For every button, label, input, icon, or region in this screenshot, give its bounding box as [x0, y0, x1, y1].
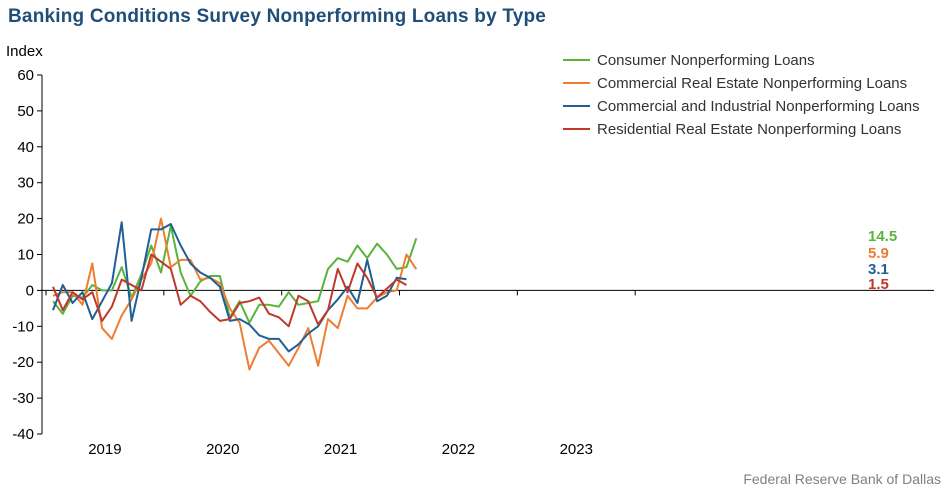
chart-title: Banking Conditions Survey Nonperforming …: [8, 6, 547, 27]
series-line-3: [52, 221, 407, 353]
legend: Consumer Nonperforming Loans Commercial R…: [563, 52, 920, 138]
source-note: Federal Reserve Bank of Dallas: [743, 471, 941, 487]
y-tick-label: 30: [17, 175, 34, 192]
y-tick-label: 40: [17, 139, 34, 156]
x-axis: 2019 2020 2021 2022 2023: [42, 289, 934, 458]
x-tick-label: 2021: [324, 441, 357, 458]
series-line-4: [52, 253, 407, 328]
y-tick-label: -30: [12, 390, 34, 407]
end-label-3: 3.1: [868, 261, 889, 278]
y-axis: Index 60 50 40 30 20 10 0 -10 -20 -30 -40: [6, 43, 43, 443]
legend-label-1: Consumer Nonperforming Loans: [597, 52, 815, 69]
y-axis-title: Index: [6, 43, 43, 60]
x-tick-label: 2023: [560, 441, 593, 458]
y-tick-label: 10: [17, 247, 34, 264]
end-label-1: 14.5: [868, 228, 897, 245]
y-tick-label: -40: [12, 426, 34, 443]
y-tick-label: -20: [12, 354, 34, 371]
y-tick-label: 50: [17, 103, 34, 120]
legend-label-4: Residential Real Estate Nonperforming Lo…: [597, 121, 901, 138]
y-tick-label: 60: [17, 67, 34, 84]
series-lines: [52, 217, 418, 371]
x-tick-label: 2020: [206, 441, 239, 458]
y-tick-label: 0: [26, 282, 34, 299]
end-label-2: 5.9: [868, 245, 889, 262]
series-line-2: [52, 217, 418, 371]
x-tick-label: 2022: [442, 441, 475, 458]
end-labels: 14.55.93.11.5: [868, 228, 897, 293]
legend-label-2: Commercial Real Estate Nonperforming Loa…: [597, 75, 907, 92]
y-tick-label: 20: [17, 211, 34, 228]
end-label-4: 1.5: [868, 276, 889, 293]
legend-label-3: Commercial and Industrial Nonperforming …: [597, 98, 920, 115]
x-tick-label: 2019: [88, 441, 121, 458]
y-tick-label: -10: [12, 318, 34, 335]
